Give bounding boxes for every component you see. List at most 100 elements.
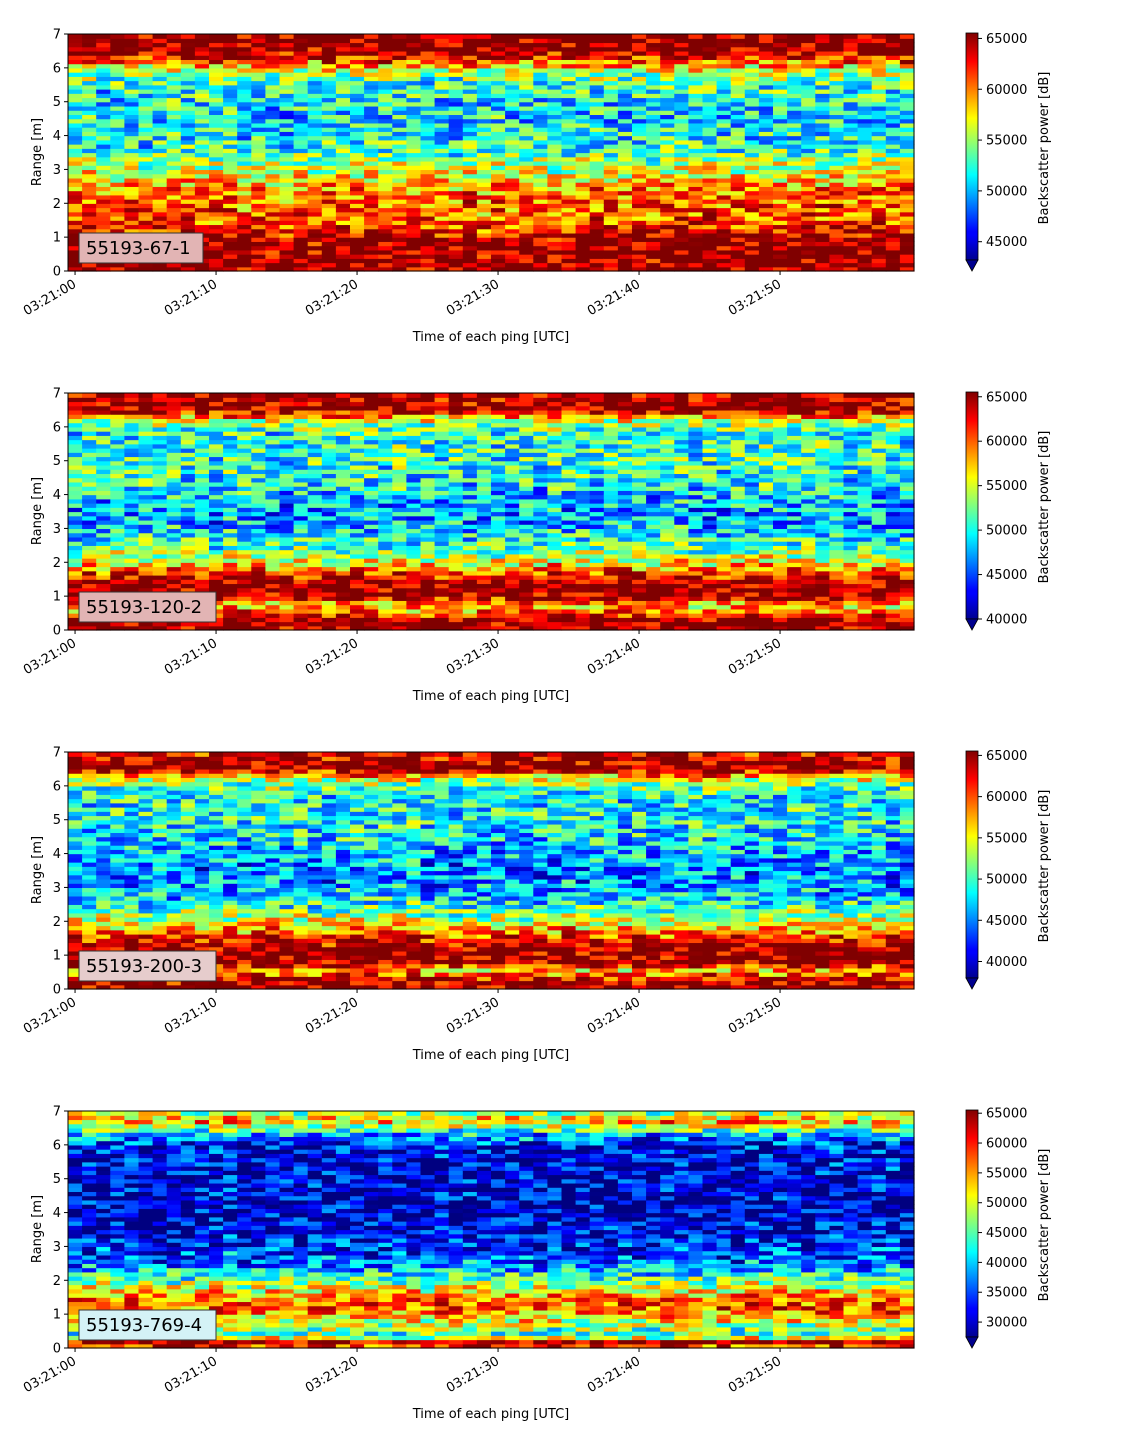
heatmap-cell <box>505 165 520 171</box>
heatmap-cell <box>434 131 450 137</box>
heatmap-cell <box>237 473 252 479</box>
heatmap-cell <box>364 503 379 508</box>
heatmap-cell <box>660 97 675 103</box>
heatmap-cell <box>420 473 436 479</box>
heatmap-cell <box>110 131 125 137</box>
heatmap-cell <box>152 574 168 580</box>
heatmap-cell <box>152 131 168 137</box>
heatmap-cell <box>293 515 309 521</box>
heatmap-cell <box>787 194 802 200</box>
heatmap-cell <box>209 524 224 530</box>
heatmap-cell <box>448 93 464 99</box>
heatmap-cell <box>335 203 351 209</box>
heatmap-cell <box>420 55 436 60</box>
heatmap-cell <box>293 152 309 158</box>
heatmap-cell <box>265 477 281 483</box>
heatmap-cell <box>519 173 534 179</box>
heatmap-cell <box>744 237 760 242</box>
heatmap-cell <box>166 460 182 466</box>
heatmap-cell <box>251 215 266 221</box>
heatmap-cell <box>307 439 323 445</box>
heatmap-cell <box>843 165 859 171</box>
heatmap-cell <box>406 532 422 538</box>
heatmap-cell <box>702 135 718 141</box>
heatmap-cell <box>773 241 788 247</box>
heatmap-cell <box>519 42 534 48</box>
heatmap-cell <box>491 262 506 268</box>
heatmap-cell <box>533 122 548 128</box>
heatmap-cell <box>392 220 407 226</box>
heatmap-cell <box>632 42 647 48</box>
heatmap-cell <box>251 439 266 445</box>
heatmap-cell <box>801 203 816 209</box>
heatmap-cell <box>138 194 154 200</box>
heatmap-cell <box>448 59 464 65</box>
heatmap-cell <box>335 194 351 200</box>
heatmap-cell <box>364 118 379 124</box>
heatmap-cell <box>335 177 351 183</box>
heatmap-cell <box>321 600 337 606</box>
heatmap-cell <box>885 139 901 145</box>
heatmap-cell <box>321 422 337 428</box>
heatmap-cell <box>166 59 182 65</box>
heatmap-cell <box>209 587 224 593</box>
heatmap-cell <box>787 110 802 116</box>
heatmap-cell <box>209 414 224 419</box>
heatmap-cell <box>674 258 689 264</box>
heatmap-cell <box>223 50 238 56</box>
heatmap-cell <box>265 553 281 559</box>
heatmap-cell <box>716 224 732 230</box>
heatmap-cell <box>110 203 125 209</box>
heatmap-cell <box>406 55 422 60</box>
heatmap-cell <box>110 460 125 466</box>
heatmap-cell <box>82 211 97 217</box>
heatmap-cell <box>660 182 675 187</box>
heatmap-cell <box>251 486 266 491</box>
heatmap-cell <box>758 182 774 187</box>
heatmap-cell <box>152 144 168 149</box>
heatmap-cell <box>519 224 534 230</box>
heatmap-cell <box>730 127 746 132</box>
heatmap-cell <box>462 122 478 128</box>
heatmap-cell <box>68 469 83 475</box>
heatmap-cell <box>237 541 252 546</box>
heatmap-cell <box>350 76 365 82</box>
heatmap-cell <box>166 583 182 589</box>
heatmap-cell <box>279 72 295 77</box>
heatmap-cell <box>773 144 788 149</box>
heatmap-cell <box>237 101 252 107</box>
heatmap-cell <box>899 97 915 103</box>
heatmap-cell <box>96 169 111 175</box>
heatmap-cell <box>420 435 436 441</box>
heatmap-cell <box>434 519 450 525</box>
heatmap-cell <box>166 405 182 411</box>
heatmap-cell <box>730 42 746 48</box>
heatmap-cell <box>251 519 266 525</box>
heatmap-cell <box>378 511 393 517</box>
heatmap-cell <box>505 46 520 52</box>
heatmap-cell <box>632 182 647 187</box>
heatmap-cell <box>307 63 323 69</box>
heatmap-cell <box>251 122 266 128</box>
heatmap-cell <box>758 165 774 171</box>
heatmap-cell <box>434 397 450 403</box>
heatmap-cell <box>223 503 238 508</box>
heatmap-cell <box>434 553 450 559</box>
heatmap-cell <box>434 507 450 513</box>
heatmap-cell <box>209 486 224 491</box>
heatmap-cell <box>434 114 450 120</box>
heatmap-cell <box>448 448 464 453</box>
heatmap-cell <box>589 50 605 56</box>
heatmap-cell <box>646 127 661 132</box>
heatmap-cell <box>110 211 125 217</box>
colorbar-label-1: Backscatter power [dB] <box>1037 72 1052 225</box>
heatmap-cell <box>209 515 224 521</box>
heatmap-cell <box>392 118 407 124</box>
heatmap-cell <box>110 422 125 428</box>
heatmap-cell <box>617 207 633 213</box>
heatmap-cell <box>237 93 252 99</box>
heatmap-cell <box>378 254 393 259</box>
heatmap-cell <box>209 127 224 132</box>
heatmap-cell <box>674 38 689 44</box>
heatmap-cell <box>885 55 901 60</box>
